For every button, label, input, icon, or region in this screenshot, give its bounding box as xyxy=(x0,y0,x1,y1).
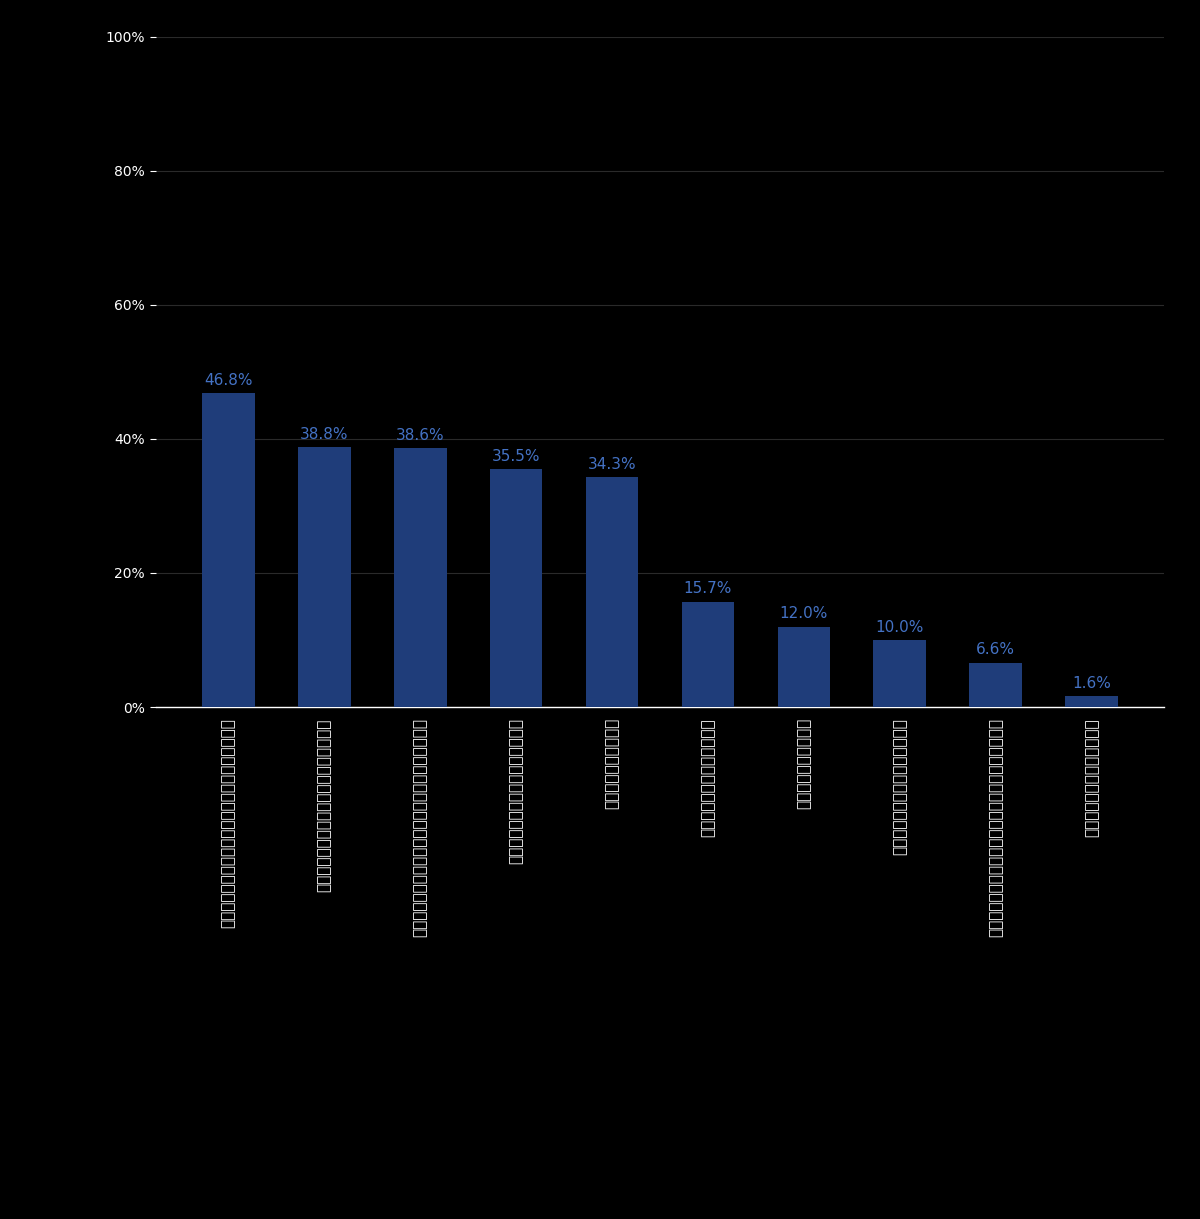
Text: 1.6%: 1.6% xyxy=(1073,675,1111,691)
Bar xyxy=(202,394,254,707)
Text: 35.5%: 35.5% xyxy=(492,449,540,463)
Bar xyxy=(970,663,1022,707)
Bar xyxy=(490,469,542,707)
Bar xyxy=(586,477,638,707)
Bar xyxy=(682,602,734,707)
Bar xyxy=(778,627,830,707)
Text: 6.6%: 6.6% xyxy=(977,642,1015,657)
Text: 15.7%: 15.7% xyxy=(684,581,732,596)
Text: 10.0%: 10.0% xyxy=(876,619,924,635)
Text: 38.6%: 38.6% xyxy=(396,428,444,442)
Bar xyxy=(1066,696,1118,707)
Bar xyxy=(874,640,926,707)
Bar xyxy=(298,447,350,707)
Text: 12.0%: 12.0% xyxy=(780,606,828,622)
Text: 34.3%: 34.3% xyxy=(588,457,636,472)
Bar xyxy=(394,449,446,707)
Text: 38.8%: 38.8% xyxy=(300,427,348,441)
Text: 46.8%: 46.8% xyxy=(204,373,252,388)
